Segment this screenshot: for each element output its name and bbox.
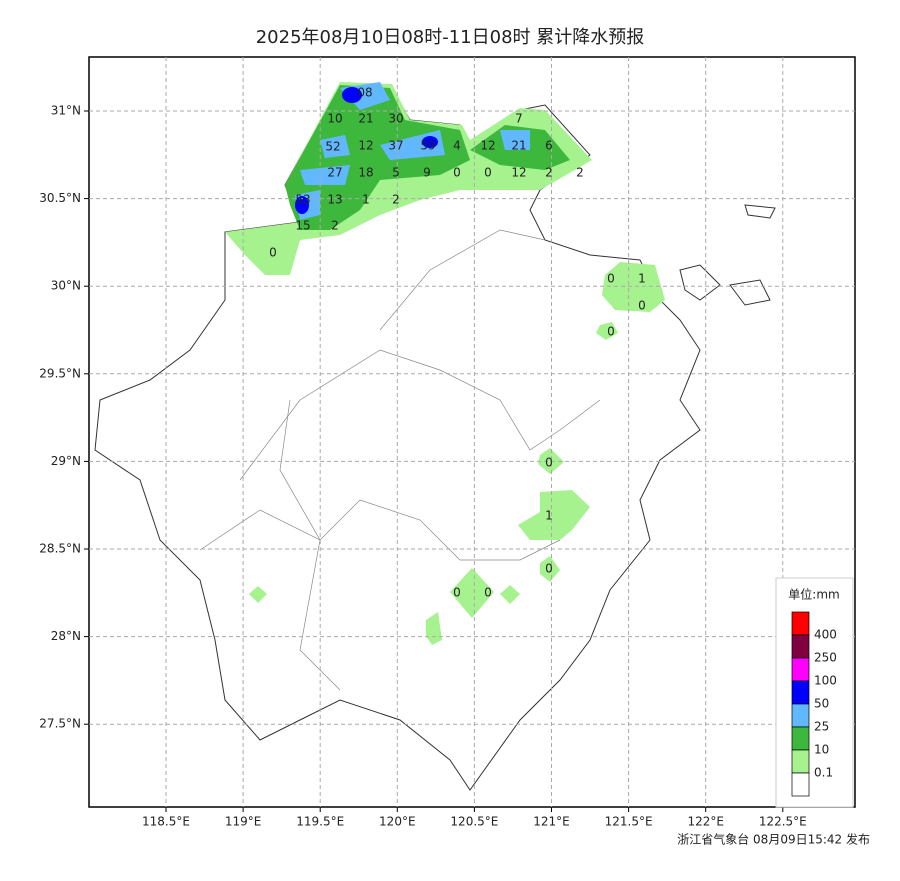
rain-value: 2 xyxy=(331,219,339,233)
legend-label: 0.1 xyxy=(814,766,833,780)
title: 2025年08月10日08时-11日08时 累计降水预报 xyxy=(256,27,645,48)
lat-label: 30.5°N xyxy=(39,191,81,205)
rain-light xyxy=(500,585,520,604)
legend-swatch xyxy=(791,634,810,659)
lon-label: 122°E xyxy=(687,815,724,829)
rain-value: 0 xyxy=(638,299,646,313)
rain-value: 12 xyxy=(480,139,495,153)
rain-value: 15 xyxy=(295,219,310,233)
lat-label: 28°N xyxy=(51,629,81,643)
rain-moderate xyxy=(285,85,470,230)
rain-value: 0 xyxy=(484,586,492,600)
rain-torrential xyxy=(295,196,309,214)
rain-value: 21 xyxy=(511,139,526,153)
rain-value: 0 xyxy=(484,166,492,180)
rain-torrential xyxy=(422,136,438,148)
rain-value: 9 xyxy=(423,166,431,180)
rain-value: 2 xyxy=(392,193,400,207)
legend-swatch xyxy=(791,749,810,774)
rain-value: 0 xyxy=(607,272,615,286)
legend-label: 250 xyxy=(814,651,837,665)
lon-label: 121.5°E xyxy=(605,815,653,829)
lon-label: 120°E xyxy=(379,815,416,829)
rain-value: 37 xyxy=(388,139,403,153)
lat-label: 29°N xyxy=(51,454,81,468)
lon-label: 121°E xyxy=(533,815,570,829)
lat-label: 30°N xyxy=(51,279,81,293)
rain-light xyxy=(249,586,267,603)
legend-label: 400 xyxy=(814,628,837,642)
frame xyxy=(88,56,856,808)
rain-value: 1 xyxy=(545,509,553,523)
rain-value: 2 xyxy=(576,166,584,180)
rain-light xyxy=(596,322,618,340)
rain-light xyxy=(518,490,590,540)
rain-value: 08 xyxy=(357,86,372,100)
rain-value: 21 xyxy=(358,112,373,126)
islands xyxy=(729,279,771,306)
rain-value: 0 xyxy=(607,325,615,339)
legend-label: 100 xyxy=(814,674,837,688)
lon-label: 119°E xyxy=(225,815,262,829)
rain-value: 4 xyxy=(453,139,461,153)
legend-swatch xyxy=(791,772,810,797)
lat-label: 27.5°N xyxy=(39,717,81,731)
rain-value: 5 xyxy=(392,166,400,180)
rain-value: 18 xyxy=(358,166,373,180)
rain-light xyxy=(450,568,494,618)
lon-label: 118.5°E xyxy=(142,815,190,829)
rain-heavy xyxy=(320,135,350,158)
rain-value: 7 xyxy=(515,112,523,126)
rain-value: 6 xyxy=(545,139,553,153)
rain-value: 1 xyxy=(638,272,646,286)
islands xyxy=(679,264,721,301)
lon-label: 119.5°E xyxy=(296,815,344,829)
rain-light xyxy=(540,556,560,582)
legend-swatch xyxy=(791,726,810,751)
lat-label: 29.5°N xyxy=(39,366,81,380)
county-lines xyxy=(239,349,601,481)
legend-swatch xyxy=(791,703,810,728)
legend-swatch xyxy=(791,657,810,682)
rain-value: 1 xyxy=(362,193,370,207)
rain-value: 13 xyxy=(327,193,342,207)
county-lines xyxy=(379,229,546,331)
rain-torrential xyxy=(342,87,362,103)
rain-value: 30 xyxy=(388,112,403,126)
lon-label: 120.5°E xyxy=(450,815,498,829)
county-lines xyxy=(199,499,561,561)
rain-value: 53 xyxy=(295,193,310,207)
rain-value: 12 xyxy=(358,139,373,153)
legend-label: 50 xyxy=(814,697,829,711)
rain-light xyxy=(602,262,665,312)
rain-value: 0 xyxy=(545,456,553,470)
legend-label: 25 xyxy=(814,720,829,734)
rain-value: 27 xyxy=(327,166,342,180)
rain-value: 12 xyxy=(511,166,526,180)
legend-swatch xyxy=(791,680,810,705)
rain-value: 59 xyxy=(420,139,435,153)
rain-heavy xyxy=(300,165,350,185)
lon-label: 122.5°E xyxy=(759,815,807,829)
rain-value: 10 xyxy=(327,112,342,126)
legend-label: 10 xyxy=(814,743,829,757)
lat-label: 31°N xyxy=(51,104,81,118)
rain-light xyxy=(426,612,442,645)
rain-value: 2 xyxy=(545,166,553,180)
lat-label: 28.5°N xyxy=(39,542,81,556)
rain-value: 0 xyxy=(453,586,461,600)
rain-value: 0 xyxy=(545,562,553,576)
rain-value: 0 xyxy=(453,166,461,180)
rain-value: 0 xyxy=(269,246,277,260)
islands xyxy=(744,204,776,219)
footer: 浙江省气象台 08月09日15:42 发布 xyxy=(677,832,870,847)
legend-box xyxy=(775,577,854,808)
map xyxy=(94,82,776,791)
legend-swatch xyxy=(791,611,810,636)
legend-title: 单位:mm xyxy=(788,587,839,602)
rain-heavy xyxy=(500,130,530,150)
rain-value: 52 xyxy=(325,140,340,154)
